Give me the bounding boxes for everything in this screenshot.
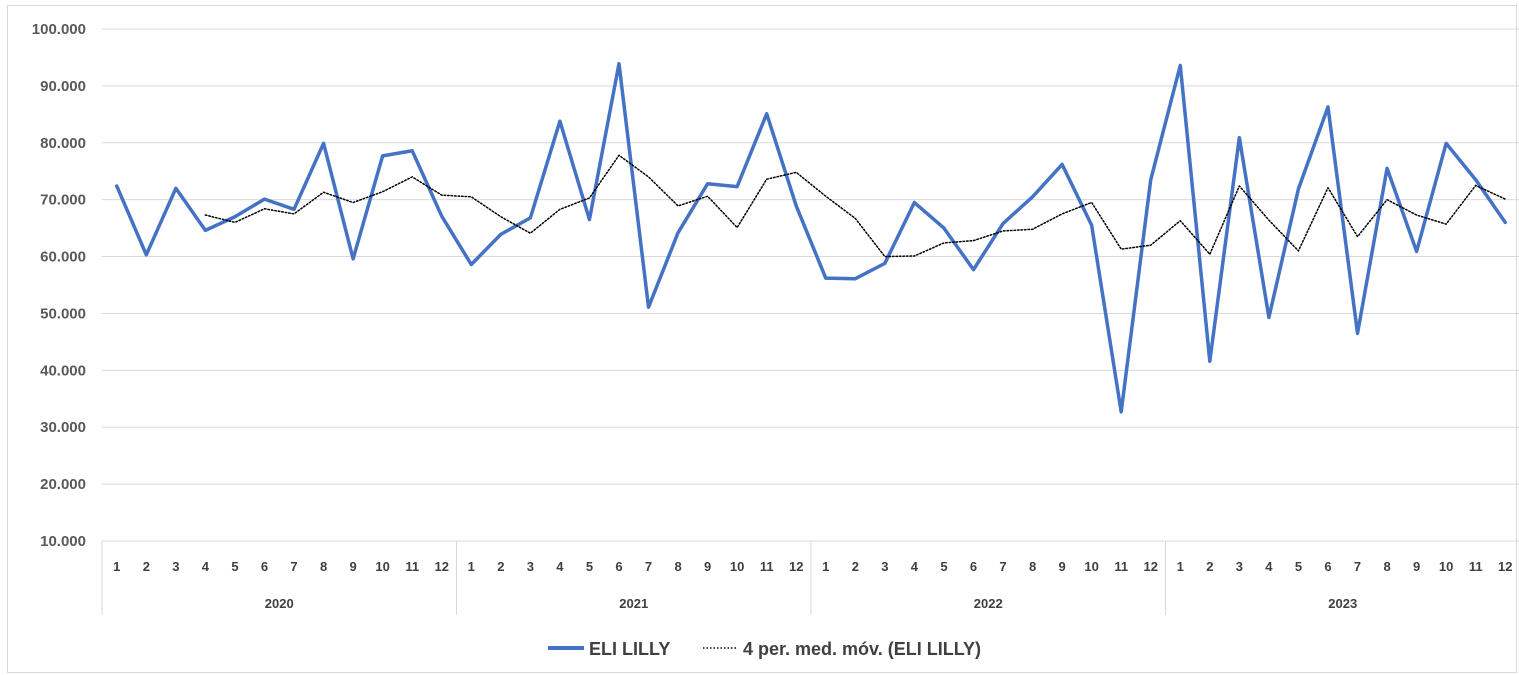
y-tick-label: 20.000 [40,476,86,493]
x-tick-label-month: 6 [970,559,977,574]
x-tick-label-month: 4 [1265,559,1273,574]
y-tick-label: 80.000 [40,135,86,152]
x-tick-label-month: 11 [405,559,419,574]
x-tick-label-month: 12 [434,559,448,574]
y-tick-label: 40.000 [40,362,86,379]
legend-label-eli-lilly: ELI LILLY [589,639,670,659]
x-tick-label-month: 7 [290,559,297,574]
y-tick-label: 30.000 [40,419,86,436]
x-tick-label-month: 10 [375,559,389,574]
x-tick-label-month: 1 [822,559,829,574]
gridlines [102,28,1519,542]
y-tick-label: 100.000 [32,21,86,38]
x-tick-label-month: 3 [1236,559,1243,574]
x-tick-label-month: 8 [320,559,327,574]
x-tick-label-month: 2 [852,559,859,574]
x-tick-label-month: 2 [1206,559,1213,574]
x-tick-label-month: 11 [1114,559,1128,574]
x-tick-label-month: 7 [999,559,1006,574]
x-tick-label-month: 3 [527,559,534,574]
x-tick-label-month: 10 [1439,559,1453,574]
x-tick-label-month: 4 [556,559,564,574]
x-tick-label-month: 12 [1143,559,1157,574]
x-tick-label-month: 4 [202,559,210,574]
x-tick-label-month: 1 [113,559,120,574]
x-tick-label-month: 1 [1177,559,1184,574]
x-tick-label-month: 9 [704,559,711,574]
x-tick-label-month: 5 [940,559,947,574]
x-tick-label-month: 10 [730,559,744,574]
x-tick-label-month: 5 [231,559,238,574]
x-tick-label-month: 8 [674,559,681,574]
x-tick-label-month: 11 [1469,559,1483,574]
chart-frame [7,5,1517,673]
x-tick-label-month: 10 [1084,559,1098,574]
x-tick-label-month: 9 [1413,559,1420,574]
x-tick-label-month: 1 [468,559,475,574]
x-tick-label-month: 6 [261,559,268,574]
x-tick-label-year: 2023 [1328,596,1357,611]
x-tick-label-month: 8 [1383,559,1390,574]
x-tick-label-month: 5 [1295,559,1302,574]
y-tick-label: 90.000 [40,78,86,95]
x-tick-label-month: 2 [497,559,504,574]
x-tick-label-month: 3 [881,559,888,574]
legend: ELI LILLY 4 per. med. móv. (ELI LILLY) [548,639,981,659]
x-tick-label-month: 2 [143,559,150,574]
series-line-moving-average [204,154,1506,258]
x-tick-label-month: 12 [789,559,803,574]
x-tick-label-month: 7 [1354,559,1361,574]
x-tick-label-month: 11 [760,559,774,574]
x-tick-label-month: 6 [615,559,622,574]
x-axis: 1 2 3 4 5 6 7 8 9 10 11 12 1 2 3 4 5 6 7 8 9 10 11 12 1 2 3 4 5 6 7 8 9 1… [101,540,1519,615]
x-tick-label-month: 9 [1058,559,1065,574]
y-tick-label: 60.000 [40,249,86,266]
x-tick-label-month: 12 [1498,559,1512,574]
y-tick-label: 70.000 [40,192,86,209]
x-tick-label-month: 4 [911,559,919,574]
y-tick-label: 50.000 [40,305,86,322]
x-tick-label-month: 6 [1324,559,1331,574]
x-tick-label-month: 3 [172,559,179,574]
x-tick-label-year: 2021 [619,596,648,611]
series-line-eli-lilly [115,61,1507,414]
plot-lines [115,61,1507,414]
y-axis: 10.000 20.000 30.000 40.000 50.000 60.000 70.0… [32,21,86,550]
x-tick-label-month: 5 [586,559,593,574]
x-tick-label-year: 2022 [974,596,1003,611]
x-tick-label-month: 9 [349,559,356,574]
x-tick-label-month: 7 [645,559,652,574]
y-tick-label: 10.000 [40,533,86,550]
x-tick-label-year: 2020 [265,596,294,611]
legend-label-moving-average: 4 per. med. móv. (ELI LILLY) [743,639,981,659]
x-tick-label-month: 8 [1029,559,1036,574]
